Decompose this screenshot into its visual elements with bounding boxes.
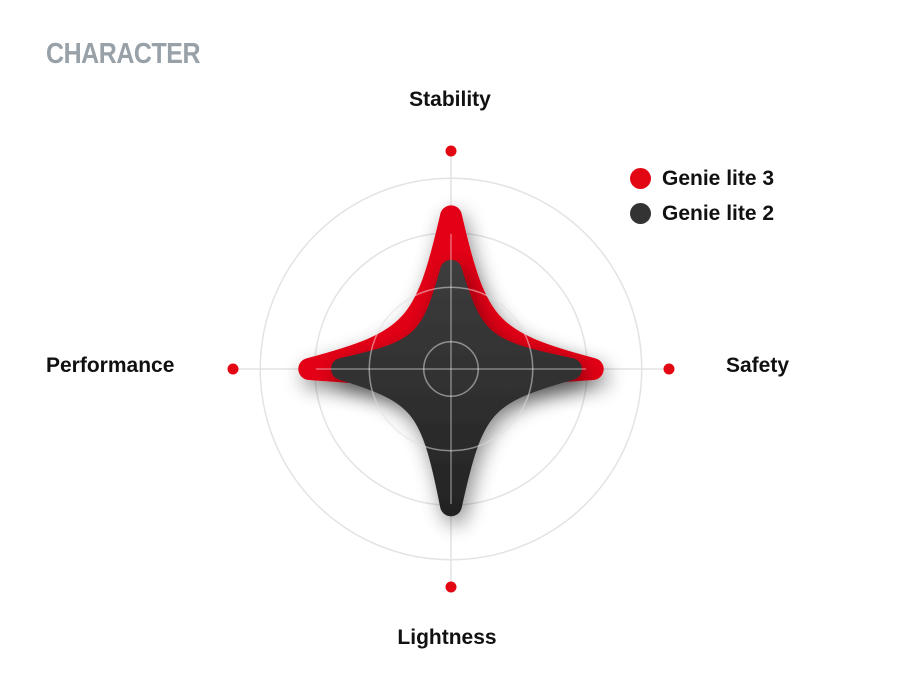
axis-label-performance: Performance bbox=[46, 354, 175, 377]
axis-marker-performance bbox=[227, 363, 239, 375]
legend-swatch-genie-lite-3 bbox=[630, 168, 651, 189]
legend-label-genie-lite-2: Genie lite 2 bbox=[662, 201, 775, 225]
legend-swatch-genie-lite-2 bbox=[630, 203, 651, 224]
axis-marker-safety bbox=[663, 363, 675, 375]
axis-markers bbox=[227, 145, 675, 593]
grid-ring-inner-2 bbox=[368, 286, 534, 452]
legend-item-genie-lite-3: Genie lite 3 bbox=[630, 161, 774, 196]
axis-marker-lightness bbox=[445, 581, 457, 593]
page-title: CHARACTER bbox=[46, 38, 201, 70]
axis-label-safety: Safety bbox=[726, 354, 790, 377]
axis-label-stability: Stability bbox=[409, 88, 491, 111]
axis-label-lightness: Lightness bbox=[397, 626, 497, 649]
radar-series bbox=[298, 205, 604, 517]
legend-label-genie-lite-3: Genie lite 3 bbox=[662, 166, 775, 190]
axis-marker-stability bbox=[445, 145, 457, 157]
series-shape-genie-lite-2 bbox=[331, 259, 582, 517]
chart-legend: Genie lite 3 Genie lite 2 bbox=[630, 161, 774, 231]
legend-item-genie-lite-2: Genie lite 2 bbox=[630, 196, 774, 231]
radar-grid-inner bbox=[315, 233, 587, 505]
grid-ring-inner-1 bbox=[423, 341, 479, 397]
